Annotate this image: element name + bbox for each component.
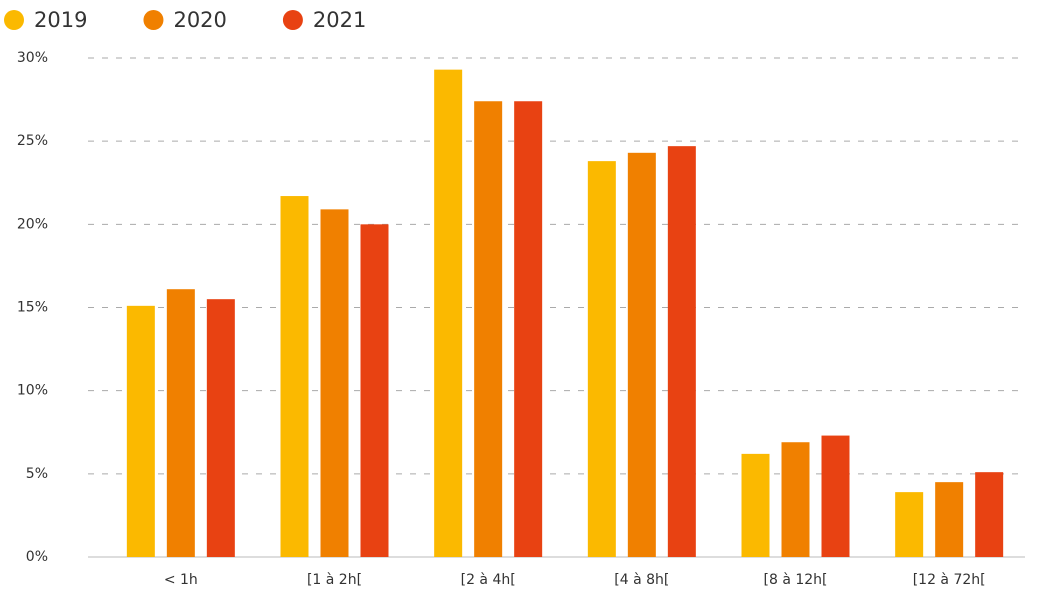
legend-label: 2021	[313, 8, 366, 32]
bar	[975, 472, 1004, 557]
bar	[166, 289, 195, 557]
x-tick-label: [8 à 12h[	[764, 572, 828, 588]
y-tick-label: 15%	[17, 300, 48, 316]
x-tick-label: [4 à 8h[	[614, 572, 669, 588]
y-tick-label: 0%	[26, 549, 48, 565]
y-tick-label: 5%	[26, 466, 48, 482]
legend-label: 2020	[173, 8, 226, 32]
bar	[587, 161, 616, 558]
legend-swatch	[143, 10, 164, 30]
bar	[741, 453, 770, 557]
bar	[935, 482, 964, 557]
bar	[474, 101, 503, 557]
y-tick-label: 10%	[17, 383, 48, 399]
bar	[821, 435, 850, 557]
legend-label: 2019	[34, 8, 87, 32]
x-tick-label: [2 à 4h[	[461, 572, 516, 588]
bar	[126, 305, 155, 557]
y-tick-label: 30%	[17, 50, 48, 66]
bar	[627, 152, 656, 557]
x-tick-label: [1 à 2h[	[307, 572, 362, 588]
bar	[206, 299, 235, 557]
legend-swatch	[4, 10, 24, 30]
x-tick-label: [12 à 72h[	[913, 572, 986, 588]
bar	[280, 196, 309, 557]
bar	[320, 209, 349, 557]
bar	[781, 442, 810, 557]
y-tick-label: 25%	[17, 133, 48, 149]
bar	[667, 146, 696, 557]
bar	[895, 492, 924, 557]
x-tick-label: < 1h	[164, 572, 198, 588]
bar	[514, 101, 543, 557]
legend-swatch	[282, 10, 303, 30]
bar	[360, 224, 389, 558]
y-tick-label: 20%	[17, 216, 48, 232]
bar	[434, 69, 463, 557]
